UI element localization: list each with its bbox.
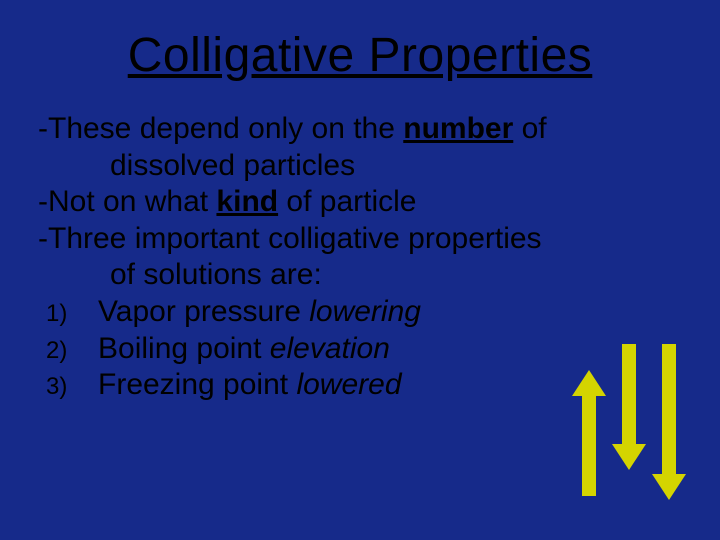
text: -These depend only on the (38, 112, 403, 145)
bullet-3: -Three important colligative properties (38, 221, 682, 258)
list-number: 3) (46, 372, 98, 401)
list-number: 1) (46, 299, 98, 328)
slide: Colligative Properties -These depend onl… (0, 0, 720, 540)
bullet-2: -Not on what kind of particle (38, 184, 682, 221)
arrow-down-icon (612, 344, 646, 470)
emphasis-kind: kind (216, 185, 278, 218)
text: Vapor pressure (98, 295, 309, 328)
text: of particle (278, 185, 416, 218)
text: Boiling point (98, 332, 270, 365)
arrows-graphic (572, 336, 682, 506)
list-number: 2) (46, 336, 98, 365)
text: of (513, 112, 546, 145)
emphasis-number: number (403, 112, 513, 145)
text: -Not on what (38, 185, 216, 218)
italic-lowered: lowered (296, 368, 401, 401)
bullet-1: -These depend only on the number of (38, 111, 682, 148)
slide-title: Colligative Properties (38, 28, 682, 83)
list-item-1: 1)Vapor pressure lowering (38, 294, 682, 331)
arrow-up-icon (572, 370, 606, 496)
italic-elevation: elevation (270, 332, 390, 365)
text: Freezing point (98, 368, 296, 401)
bullet-3-cont: of solutions are: (38, 257, 682, 294)
italic-lowering: lowering (309, 295, 421, 328)
bullet-1-cont: dissolved particles (38, 148, 682, 185)
arrow-down-icon (652, 344, 686, 500)
